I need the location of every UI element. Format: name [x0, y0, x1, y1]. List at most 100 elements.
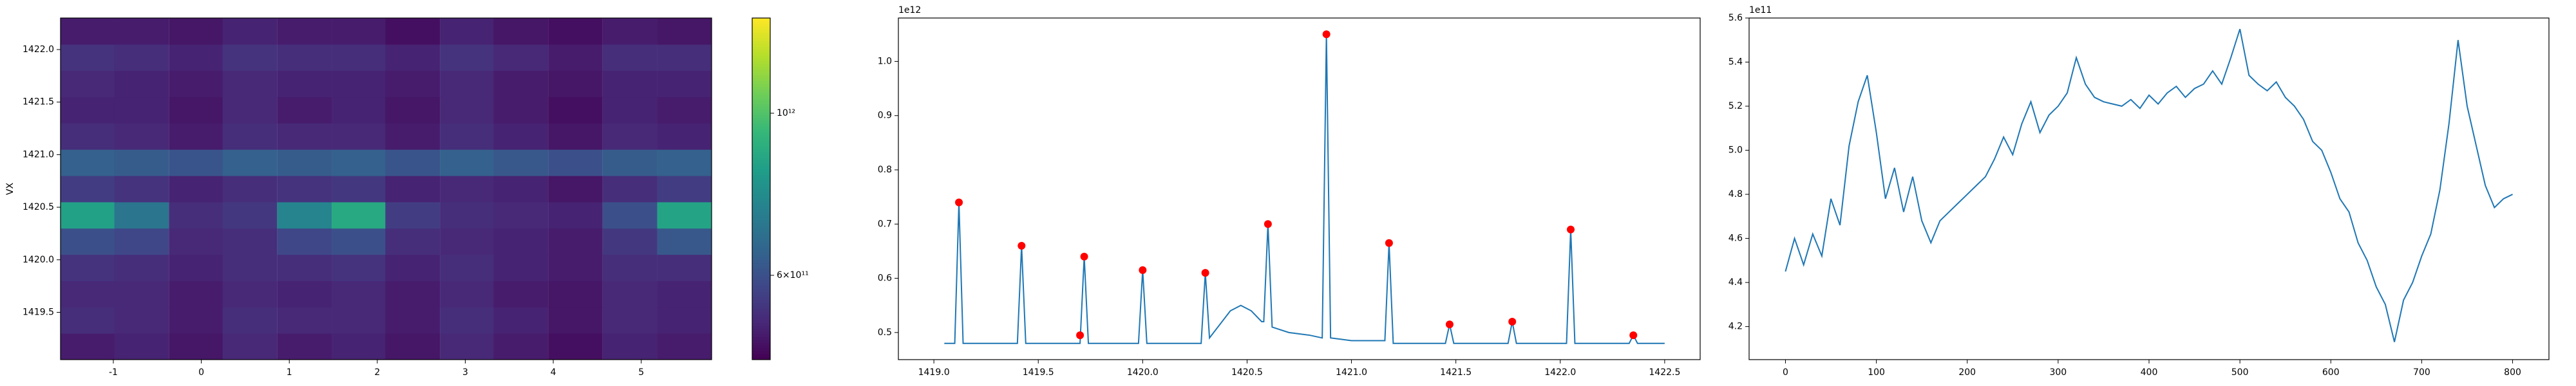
heatmap-cell [114, 70, 169, 98]
heatmap-cell [277, 70, 332, 98]
heatmap-cell [385, 44, 440, 71]
colorbar-step [752, 157, 770, 161]
colorbar-step [752, 41, 770, 44]
colorbar-step [752, 18, 770, 21]
heatmap-cell [657, 254, 712, 281]
heatmap-cell [169, 176, 224, 203]
x-tick-label: 400 [2141, 367, 2158, 378]
y-tick-label: 5.6 [1728, 13, 1743, 23]
heatmap-cell [440, 280, 495, 308]
colorbar-step [752, 291, 770, 295]
heatmap-cell [440, 123, 495, 150]
heatmap-cell [169, 44, 224, 71]
heatmap-cell [222, 280, 278, 308]
colorbar-step [752, 328, 770, 332]
heatmap-cell [548, 333, 603, 360]
y-tick-label: 0.7 [878, 219, 892, 229]
heatmap-cell [385, 123, 440, 150]
heatmap-cell [332, 70, 386, 98]
heatmap-cell [169, 333, 224, 360]
heatmap-cell [277, 333, 332, 360]
heatmap-cell [657, 307, 712, 334]
colorbar-step [752, 95, 770, 98]
heatmap-cell [385, 18, 440, 45]
peak-marker [1139, 266, 1147, 274]
colorbar-step [752, 336, 770, 340]
y-tick-label: 4.4 [1728, 277, 1743, 288]
colorbar-frame [752, 17, 771, 360]
x-tick-label: 100 [1868, 367, 1885, 378]
colorbar-step [752, 160, 770, 164]
heatmap-cell [114, 280, 169, 308]
y-tick-label: 0.8 [878, 165, 892, 175]
peak-marker [1445, 320, 1454, 329]
colorbar-step [752, 57, 770, 61]
x-tick-label: 1420.5 [1231, 367, 1263, 378]
colorbar-step [752, 21, 770, 24]
heatmap-cell [657, 333, 712, 360]
axes-frame [1748, 17, 2550, 360]
colorbar-step [752, 320, 770, 323]
y-tick-label: 0.6 [878, 273, 892, 284]
x-tick-label: 1421.5 [1440, 367, 1472, 378]
y-axis-label: VX [5, 183, 15, 196]
colorbar-step [752, 251, 770, 255]
offset-label: 1e11 [1749, 5, 1772, 15]
heatmap-cell [493, 333, 549, 360]
colorbar-step [752, 220, 770, 224]
x-tick-label: 4 [551, 367, 556, 378]
heatmap-cell [332, 333, 386, 360]
colorbar-step [752, 257, 770, 261]
heatmap-cell [548, 70, 603, 98]
colorbar-step [752, 342, 770, 346]
colorbar-step [752, 271, 770, 275]
heatmap-cell [61, 307, 115, 334]
heatmap-cell [169, 254, 224, 281]
x-tick-label: 1419.0 [918, 367, 950, 378]
heatmap-cell [61, 96, 115, 124]
heatmap-cell [385, 149, 440, 176]
heatmap-cell [222, 254, 278, 281]
colorbar-step [752, 348, 770, 352]
heatmap-cell [440, 201, 495, 229]
heatmap-cell [548, 176, 603, 203]
heatmap-cell [61, 228, 115, 255]
colorbar-step [752, 169, 770, 172]
x-tick-label: 500 [2231, 367, 2249, 378]
heatmap-cell [602, 254, 658, 281]
heatmap-cell [61, 123, 115, 150]
colorbar-step [752, 97, 770, 101]
colorbar-step [752, 132, 770, 135]
heatmap-cell [440, 228, 495, 255]
heatmap-cell [657, 70, 712, 98]
x-tick-label: 700 [2413, 367, 2430, 378]
heatmap-cell [114, 123, 169, 150]
colorbar-step [752, 237, 770, 241]
colorbar-step [752, 274, 770, 278]
colorbar-step [752, 92, 770, 95]
heatmap-cell [222, 44, 278, 71]
heatmap-cell [602, 70, 658, 98]
heatmap-cell [332, 307, 386, 334]
x-tick-label: 0 [198, 367, 204, 378]
colorbar-step [752, 345, 770, 349]
heatmap-cell [385, 228, 440, 255]
heatmap-cell [169, 149, 224, 176]
heatmap-cell [222, 176, 278, 203]
colorbar-step [752, 69, 770, 73]
colorbar-step [752, 115, 770, 118]
axes-frame [60, 17, 712, 360]
heatmap-cell [657, 18, 712, 45]
heatmap-cell [493, 254, 549, 281]
heatmap-cell [493, 96, 549, 124]
heatmap-cell [657, 149, 712, 176]
heatmap-cell [385, 70, 440, 98]
heatmap-cell [657, 44, 712, 71]
peak-marker [1076, 331, 1084, 340]
colorbar-step [752, 206, 770, 209]
heatmap-cell [493, 149, 549, 176]
heatmap-cell [493, 176, 549, 203]
heatmap-cell [222, 96, 278, 124]
heatmap-cell [493, 70, 549, 98]
peak-marker [1322, 30, 1331, 39]
